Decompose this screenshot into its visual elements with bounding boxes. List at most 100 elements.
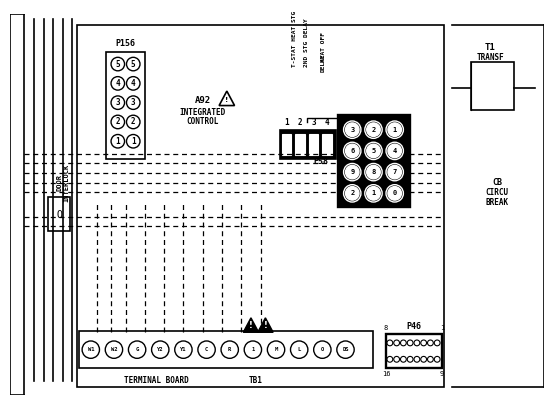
Text: 3: 3 <box>311 118 316 127</box>
Text: 3: 3 <box>131 98 136 107</box>
Text: 1: 1 <box>252 347 254 352</box>
Text: 4: 4 <box>131 79 136 88</box>
Text: R: R <box>228 347 232 352</box>
Text: 4: 4 <box>325 118 330 127</box>
Text: INTEGRATED: INTEGRATED <box>179 108 226 117</box>
Text: 5: 5 <box>115 60 120 69</box>
Circle shape <box>414 356 420 362</box>
Circle shape <box>111 57 125 71</box>
Text: M: M <box>274 347 278 352</box>
Circle shape <box>244 341 261 358</box>
Text: 9: 9 <box>440 371 444 377</box>
Text: TB1: TB1 <box>248 376 262 385</box>
Text: 2: 2 <box>298 118 302 127</box>
Text: C: C <box>205 347 208 352</box>
Text: 16: 16 <box>382 371 390 377</box>
Text: 1: 1 <box>284 118 289 127</box>
Text: 1: 1 <box>115 137 120 146</box>
Text: Y1: Y1 <box>180 347 187 352</box>
Circle shape <box>126 96 140 109</box>
Circle shape <box>314 341 331 358</box>
Circle shape <box>414 340 420 346</box>
Text: G: G <box>136 347 138 352</box>
Text: Y2: Y2 <box>157 347 163 352</box>
Circle shape <box>388 123 402 136</box>
Circle shape <box>428 340 433 346</box>
Circle shape <box>407 340 413 346</box>
Circle shape <box>387 340 393 346</box>
Circle shape <box>346 186 359 200</box>
Text: 5: 5 <box>131 60 136 69</box>
Circle shape <box>290 341 308 358</box>
Circle shape <box>386 142 403 160</box>
Text: L: L <box>297 347 301 352</box>
Text: 2: 2 <box>371 127 376 133</box>
Text: CONTROL: CONTROL <box>187 117 219 126</box>
Text: 2: 2 <box>131 117 136 126</box>
Circle shape <box>434 340 440 346</box>
Circle shape <box>126 115 140 129</box>
Circle shape <box>343 164 361 181</box>
Circle shape <box>394 356 399 362</box>
Circle shape <box>82 341 100 358</box>
Polygon shape <box>258 318 273 332</box>
Bar <box>280 130 336 159</box>
Circle shape <box>420 340 427 346</box>
Bar <box>295 134 305 155</box>
Circle shape <box>343 121 361 138</box>
Text: BREAK: BREAK <box>485 198 509 207</box>
Text: A92: A92 <box>194 96 211 105</box>
Circle shape <box>175 341 192 358</box>
Text: !: ! <box>264 321 268 330</box>
Bar <box>79 331 373 368</box>
Text: TERMINAL BOARD: TERMINAL BOARD <box>124 376 189 385</box>
Circle shape <box>388 186 402 200</box>
Text: 1: 1 <box>371 190 376 196</box>
Circle shape <box>268 341 285 358</box>
Circle shape <box>126 77 140 90</box>
Text: 1: 1 <box>131 137 136 146</box>
Bar <box>78 26 444 387</box>
Circle shape <box>152 341 169 358</box>
Text: TRANSF: TRANSF <box>476 53 504 62</box>
Circle shape <box>367 123 380 136</box>
Bar <box>322 134 332 155</box>
Text: 2: 2 <box>115 117 120 126</box>
Text: 1: 1 <box>393 127 397 133</box>
Circle shape <box>365 142 382 160</box>
Text: CB: CB <box>492 178 502 187</box>
Bar <box>282 134 291 155</box>
Circle shape <box>367 144 380 158</box>
Text: 8: 8 <box>384 325 388 331</box>
Text: T1: T1 <box>485 43 496 52</box>
Text: P58: P58 <box>313 156 328 166</box>
Circle shape <box>346 166 359 179</box>
Circle shape <box>346 123 359 136</box>
Text: T-STAT HEAT STG: T-STAT HEAT STG <box>292 11 297 67</box>
Circle shape <box>386 121 403 138</box>
Polygon shape <box>243 318 259 332</box>
Circle shape <box>388 166 402 179</box>
Text: !: ! <box>225 97 228 103</box>
Text: 6: 6 <box>350 148 355 154</box>
Circle shape <box>367 186 380 200</box>
Text: W1: W1 <box>88 347 94 352</box>
Text: DOOR
INTERLOCK: DOOR INTERLOCK <box>57 164 69 202</box>
Circle shape <box>129 341 146 358</box>
Circle shape <box>346 144 359 158</box>
Circle shape <box>434 356 440 362</box>
Text: 3: 3 <box>350 127 355 133</box>
Circle shape <box>387 356 393 362</box>
Text: 1: 1 <box>440 325 444 331</box>
Circle shape <box>420 356 427 362</box>
Circle shape <box>407 356 413 362</box>
Circle shape <box>343 142 361 160</box>
Circle shape <box>386 164 403 181</box>
Circle shape <box>111 77 125 90</box>
Text: 0: 0 <box>393 190 397 196</box>
Text: CIRCU: CIRCU <box>485 188 509 197</box>
Text: 4: 4 <box>393 148 397 154</box>
Circle shape <box>111 96 125 109</box>
Text: 8: 8 <box>371 169 376 175</box>
Circle shape <box>428 356 433 362</box>
